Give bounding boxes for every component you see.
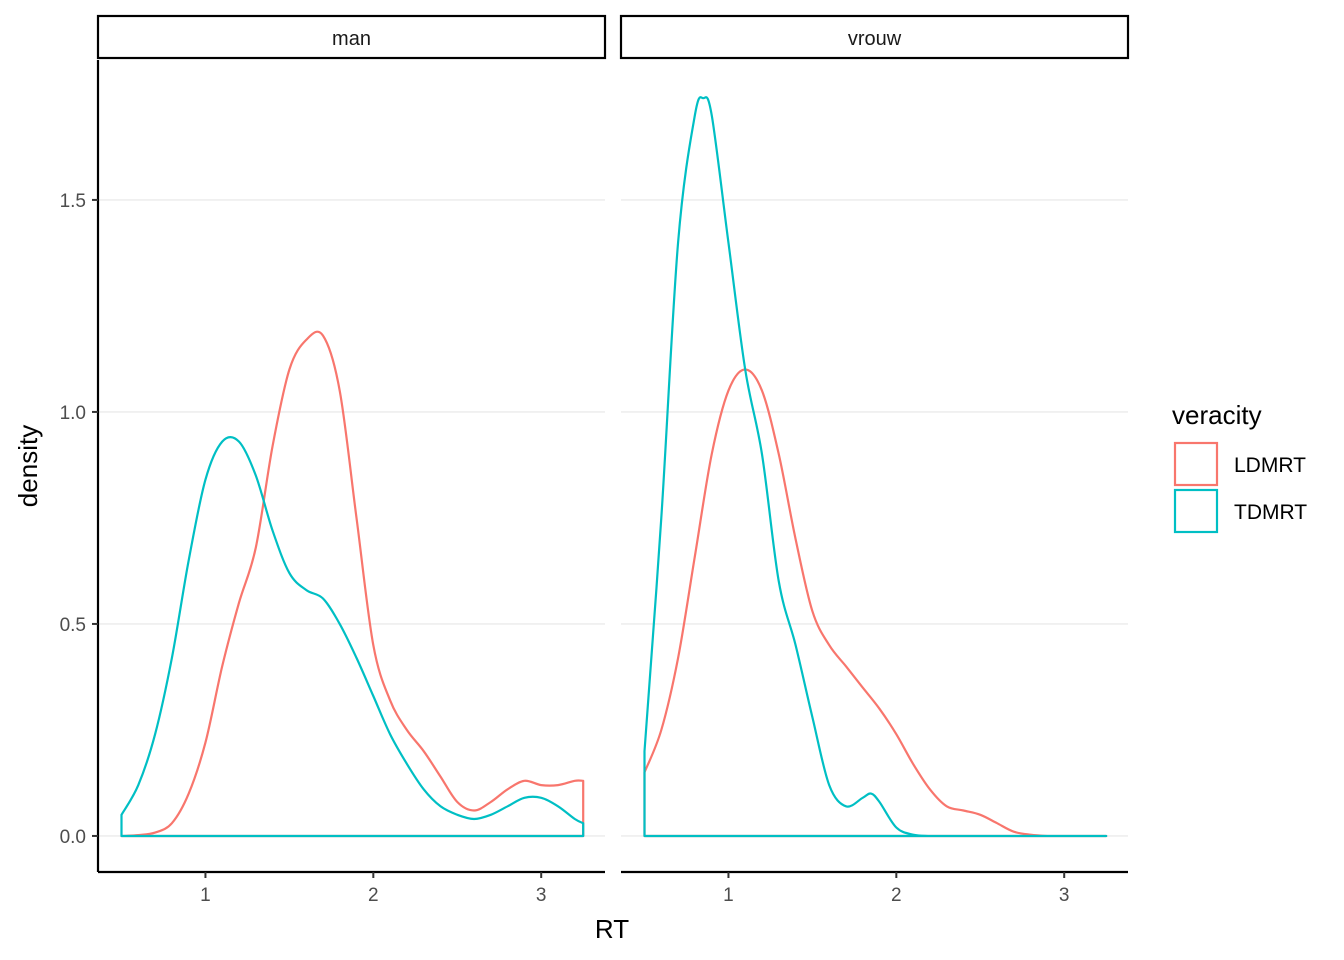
x-tick-label: 2 [891,885,902,906]
x-tick-label: 2 [368,885,379,906]
density-tdmrt-man [120,436,585,838]
density-ldmrt-vrouw [643,368,1108,838]
panel-vrouw: vrouw 1 2 3 [619,14,1130,906]
strip-label-man: man [332,28,371,50]
x-tick-label: 1 [200,885,211,906]
legend-title: veracity [1172,400,1262,430]
x-axis-title: RT [595,914,629,944]
density-ldmrt-man [120,330,585,838]
y-tick-label: 1.0 [60,403,86,424]
strip-label-vrouw: vrouw [848,28,902,50]
legend: veracity LDMRT TDMRT [1172,400,1307,534]
legend-key-tdmrt [1173,488,1219,534]
legend-label-tdmrt: TDMRT [1234,501,1307,524]
y-tick-label: 0.0 [60,827,86,848]
x-tick-label: 3 [536,885,547,906]
legend-key-ldmrt [1173,441,1219,487]
x-tick-label: 3 [1059,885,1070,906]
facet-panels: man 0.0 0.5 1.0 1.5 1 2 3 vrouw 1 2 3 [60,14,1130,906]
panel-man: man 0.0 0.5 1.0 1.5 1 2 3 [60,14,607,906]
strip-box [96,14,607,60]
density-tdmrt-vrouw [643,96,1108,838]
x-tick-label: 1 [723,885,734,906]
strip-box [619,14,1130,60]
y-tick-label: 0.5 [60,615,86,636]
legend-label-ldmrt: LDMRT [1234,454,1306,477]
y-axis-title: density [13,425,43,507]
y-tick-label: 1.5 [60,191,86,212]
